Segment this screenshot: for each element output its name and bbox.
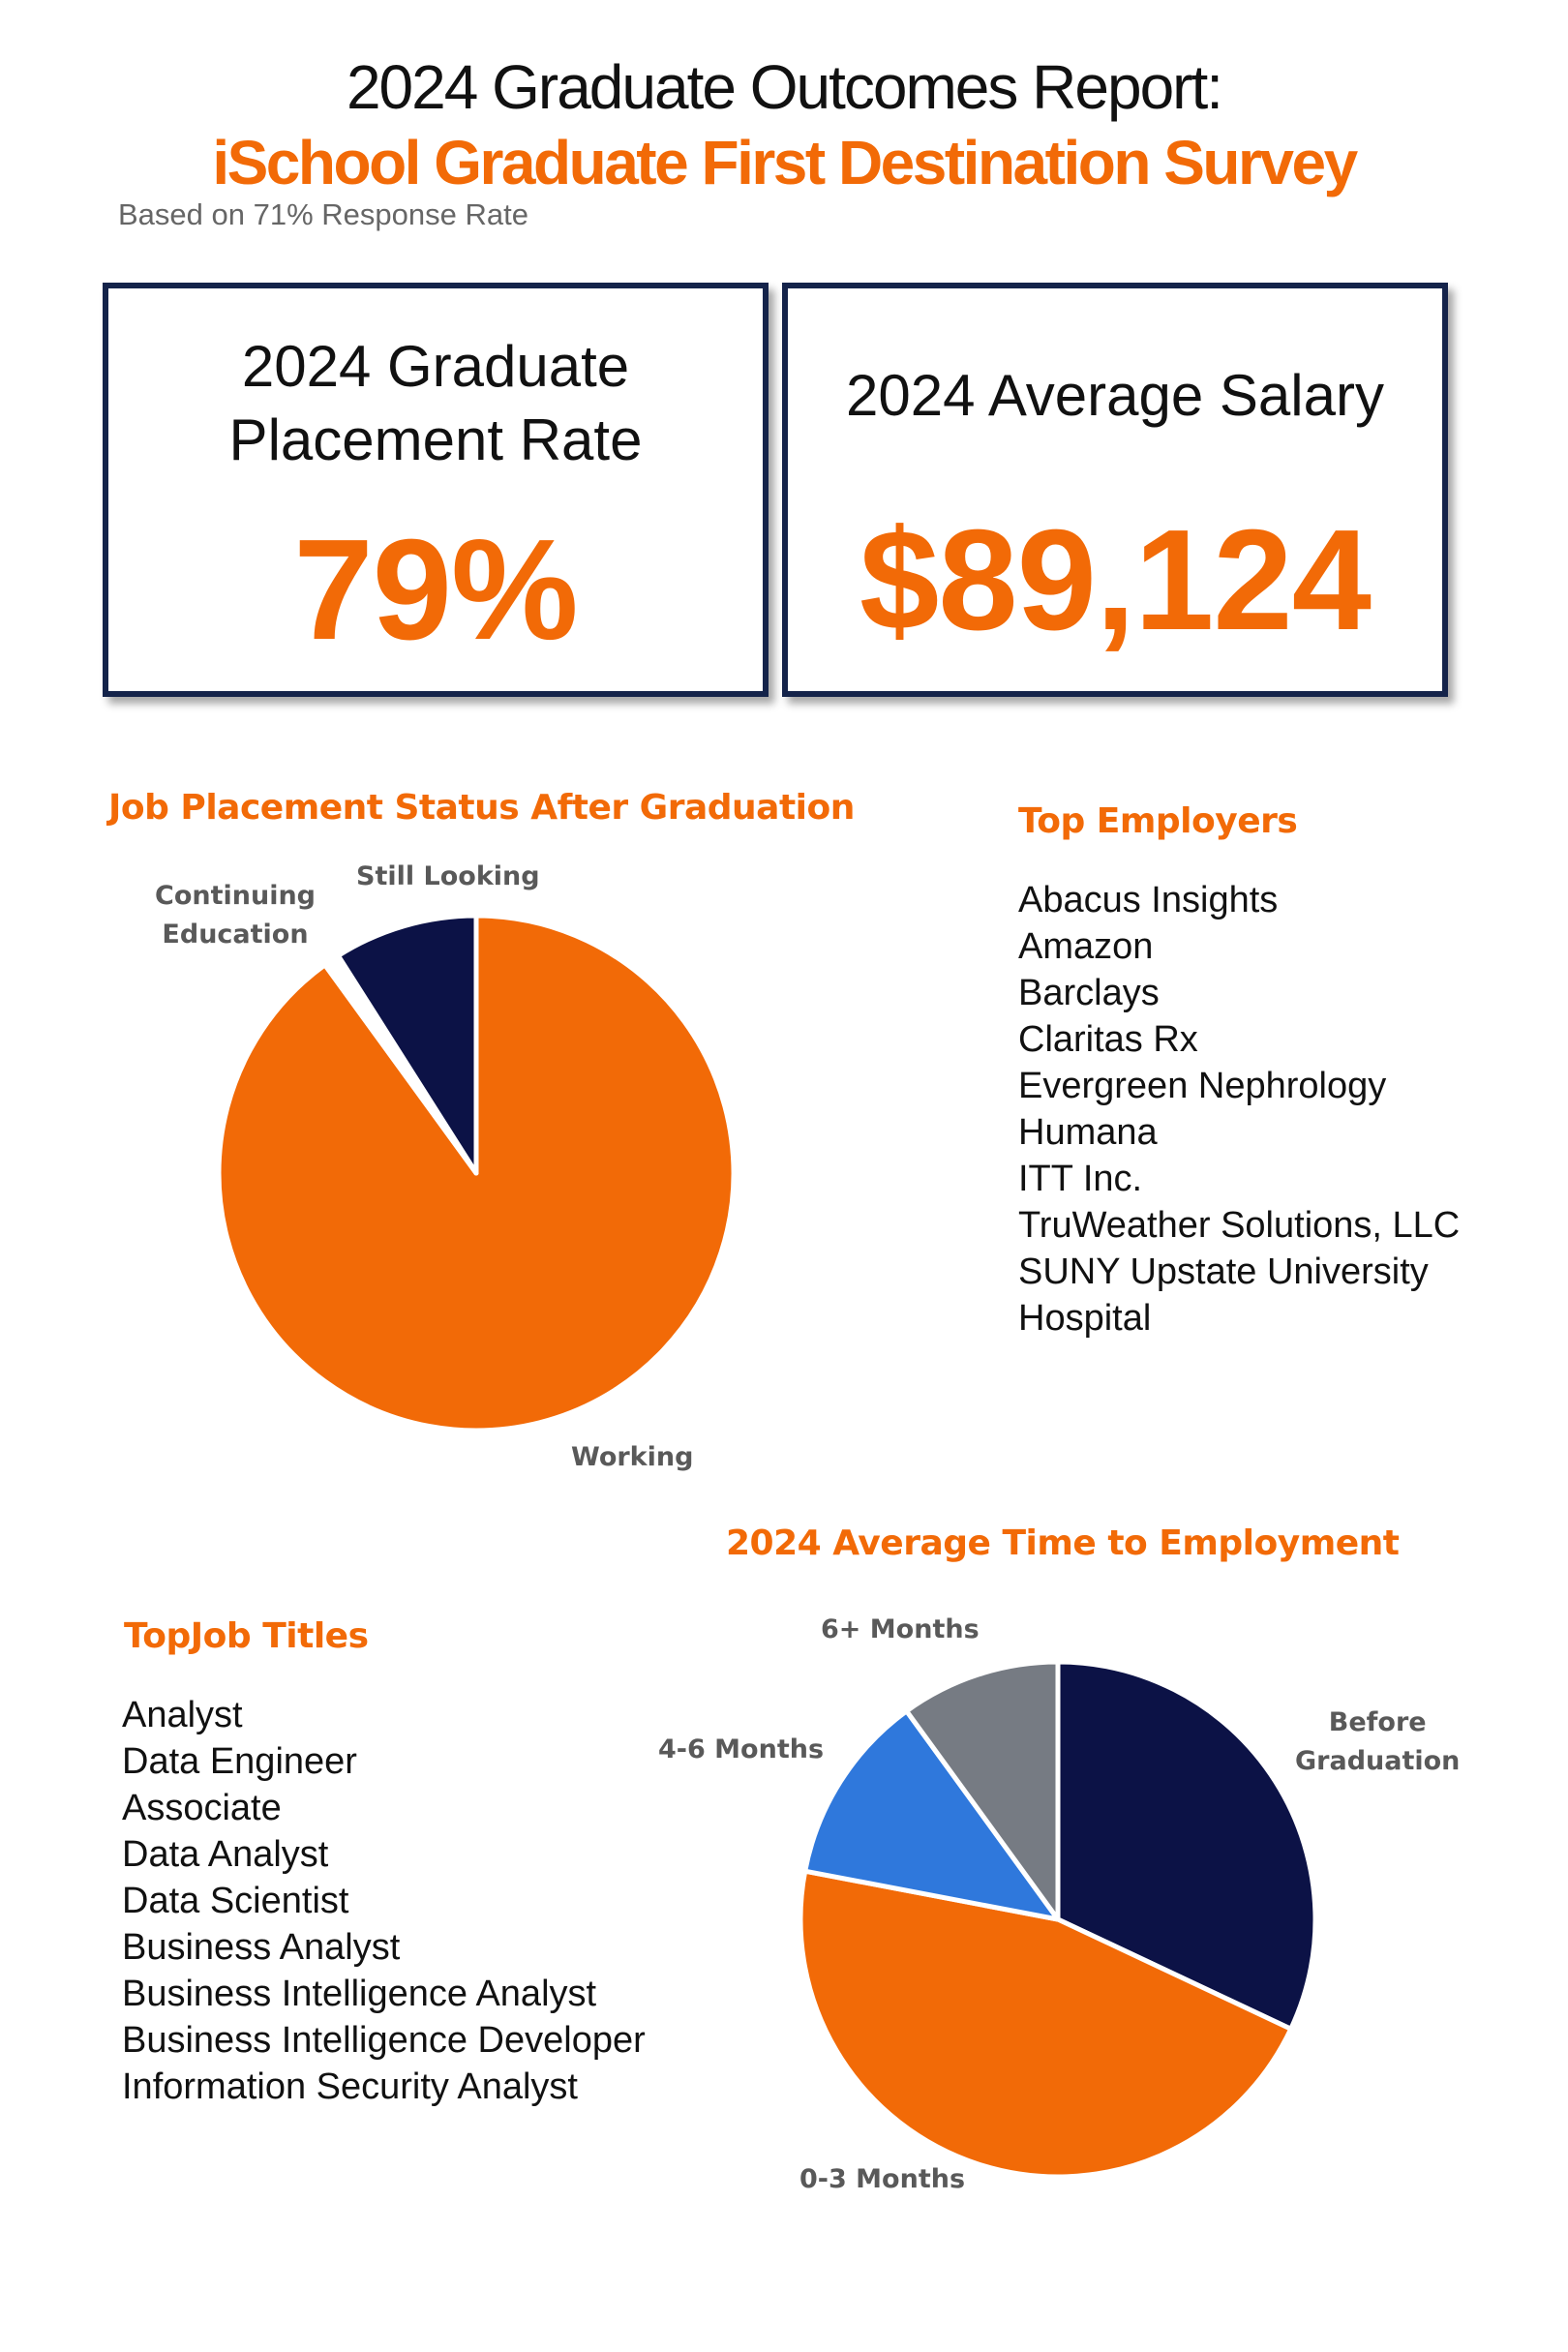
employer-item: Abacus Insights: [1018, 880, 1279, 920]
job-title-item: Information Security Analyst: [122, 2066, 578, 2107]
job-title-item: Business Analyst: [122, 1927, 401, 1968]
employer-item: Evergreen Nephrology: [1018, 1066, 1387, 1106]
pie-label-continuing-education: Continuing Education: [155, 881, 316, 950]
top-job-titles-list: Analyst Data Engineer Associate Data Analys…: [122, 1692, 646, 2110]
pie-label-4-6-months: 4-6 Months: [658, 1734, 825, 1764]
employer-item: Barclays: [1018, 973, 1160, 1013]
time-to-employment-slice-6-months: [904, 1659, 1061, 1922]
placement-slice-still-looking: [335, 913, 479, 1176]
top-job-titles-title: TopJob Titles: [124, 1616, 369, 1656]
report-title: 2024 Graduate Outcomes Report:: [346, 52, 1223, 122]
employer-item: ITT Inc.: [1018, 1159, 1143, 1199]
employer-item: Humana: [1018, 1112, 1158, 1153]
average-salary-value: $89,124: [859, 500, 1372, 660]
job-title-item: Analyst: [122, 1695, 243, 1735]
top-employers-title: Top Employers: [1018, 801, 1298, 841]
pie-label-before-graduation: Before Graduation: [1295, 1707, 1461, 1776]
placement-rate-value: 79%: [293, 510, 578, 670]
pie-label-6-plus-months: 6+ Months: [821, 1614, 980, 1644]
job-title-item: Business Intelligence Analyst: [122, 1974, 597, 2014]
job-title-item: Business Intelligence Developer: [122, 2020, 646, 2061]
placement-chart-title: Job Placement Status After Graduation: [108, 788, 855, 828]
employer-item: SUNY Upstate University: [1018, 1251, 1429, 1292]
placement-rate-card: 2024 Graduate Placement Rate 79%: [103, 283, 769, 697]
job-title-item: Data Scientist: [122, 1881, 349, 1921]
pie-label-working: Working: [571, 1442, 694, 1472]
time-to-employment-slice-0-3-months: [798, 1868, 1294, 2180]
employer-item: Hospital: [1018, 1298, 1152, 1339]
time-to-employment-chart-title: 2024 Average Time to Employment: [726, 1523, 1400, 1563]
job-title-item: Data Analyst: [122, 1834, 329, 1875]
job-title-item: Associate: [122, 1788, 282, 1828]
placement-rate-label-line2: Placement Rate: [228, 407, 643, 472]
time-to-employment-slice-before-graduation: [1055, 1659, 1318, 2032]
employer-item: Amazon: [1018, 926, 1154, 967]
pie-label-still-looking: Still Looking: [356, 861, 540, 891]
placement-rate-label-line1: 2024 Graduate: [241, 334, 630, 399]
response-rate-note: Based on 71% Response Rate: [118, 197, 528, 231]
average-salary-label: 2024 Average Salary: [846, 363, 1384, 428]
top-employers-list: Abacus Insights Amazon Barclays Claritas Rx…: [1018, 877, 1460, 1342]
average-salary-card: 2024 Average Salary $89,124: [782, 283, 1448, 697]
job-title-item: Data Engineer: [122, 1741, 357, 1782]
pie-label-0-3-months: 0-3 Months: [799, 2164, 966, 2194]
report-subtitle: iSchool Graduate First Destination Surve…: [212, 128, 1358, 197]
employer-item: Claritas Rx: [1018, 1019, 1198, 1060]
time-to-employment-slice-4-6-months: [802, 1708, 1061, 1922]
employer-item: TruWeather Solutions, LLC: [1018, 1205, 1461, 1246]
